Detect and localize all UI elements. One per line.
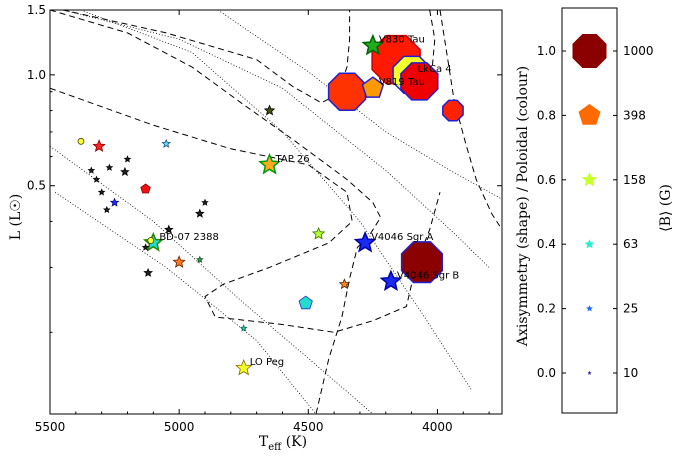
y-tick-label-0: 1.5 (27, 3, 46, 17)
data-point-14 (92, 139, 106, 152)
data-point-v4046-sgr-a (353, 230, 377, 253)
data-point-25 (338, 278, 351, 290)
plot-frame (49, 9, 503, 415)
data-point-26 (298, 295, 313, 310)
size-legend-marker-398 (578, 103, 601, 125)
colorbar-tick-label-1: 0.2 (537, 302, 556, 316)
evolutionary-track-dashed-line-2 (50, 10, 382, 414)
isochrone-dotted-line-3 (50, 145, 374, 414)
x-axis-label: Teff (K) (259, 434, 307, 453)
data-point-20 (195, 208, 205, 218)
data-point-29 (92, 175, 101, 183)
data-point-34 (123, 155, 132, 163)
data-point-21 (311, 226, 326, 240)
isochrone-dotted-line-4 (217, 10, 502, 200)
annotation-v830-tau: V830 Tau (379, 35, 425, 46)
data-point-16 (77, 137, 85, 145)
data-point-19 (164, 224, 174, 234)
annotation-lo-peg: LO Peg (250, 357, 284, 368)
data-points (77, 33, 464, 376)
annotation-v4046-sgr-b: V4046 Sgr B (397, 270, 459, 281)
size-legend-value-10: 10 (623, 366, 638, 380)
data-point-11 (442, 99, 464, 122)
data-point-33 (103, 205, 111, 214)
annotation-bd-07-2388: BD-07 2388 (159, 232, 219, 243)
isochrone-dotted-line-2 (54, 191, 317, 414)
size-legend-label: ⟨B⟩ (G) (658, 184, 674, 232)
size-legend-value-25: 25 (623, 302, 638, 316)
evolutionary-track-dashed-line-0 (50, 87, 441, 333)
data-point-22 (172, 255, 186, 268)
annotation-v819-tau: V819 Tau (379, 77, 425, 88)
colorbar-tick-label-0: 0.0 (537, 366, 556, 380)
evolutionary-track-dashed-line-1 (62, 10, 351, 104)
isochrone-dotted-line-0 (62, 10, 490, 268)
annotation-lkca-4: LkCa 4 (418, 64, 452, 75)
size-legend-marker-25 (586, 305, 593, 312)
data-point-10 (400, 62, 439, 101)
size-legend-marker-1000 (572, 34, 607, 68)
colorbar-tick-label-4: 0.8 (537, 108, 556, 122)
isochrone-dotted-line-1 (80, 10, 472, 390)
colorbar: 0.0 0.2 0.4 0.6 0.8 1.0 1000 398 158 63 25 10 (537, 7, 654, 414)
colorbar-frame (561, 7, 618, 414)
y-axis-label: L (L☉) (8, 194, 24, 241)
size-legend-value-398: 398 (623, 108, 646, 122)
data-point-35 (147, 237, 155, 244)
data-point-28 (87, 166, 96, 174)
annotation-v4046-sgr-a: V4046 Sgr A (371, 232, 433, 243)
x-tick-label-2: 4500 (293, 420, 324, 434)
size-legend-marker-158 (581, 171, 598, 187)
x-tick-label-1: 5000 (164, 420, 195, 434)
data-point-tap-26 (258, 152, 281, 175)
data-point-lo-peg (235, 358, 253, 376)
track-lines (50, 10, 502, 414)
colorbar-tick-label-3: 0.6 (537, 173, 556, 187)
data-point-13 (263, 104, 276, 116)
data-point-17 (140, 183, 151, 194)
data-point-12 (400, 241, 444, 284)
x-tick-label-0: 5500 (35, 420, 66, 434)
data-point-v819-tau (361, 76, 385, 98)
data-point-8 (327, 72, 367, 111)
evolutionary-track-dashed-line-3 (439, 10, 502, 230)
colorbar-label: Axisymmetry (shape) / Poloidal (colour) (515, 66, 531, 347)
data-point-24 (143, 267, 153, 277)
data-point-v830-tau (361, 33, 385, 56)
data-point-v4046-sgr-b (379, 269, 403, 291)
annotation-tap-26: TAP 26 (275, 154, 310, 165)
axes: 5500 5000 4500 4000 1.5 1.0 0.5 (27, 3, 503, 434)
colorbar-tick-label-2: 0.4 (537, 237, 556, 251)
data-point-37 (201, 198, 209, 206)
size-legend-marker-10 (587, 370, 592, 375)
size-legend-marker-63 (584, 239, 595, 249)
size-legend-value-63: 63 (623, 237, 638, 251)
x-tick-label-3: 4000 (422, 420, 453, 434)
data-point-23 (196, 255, 204, 263)
data-point-15 (161, 138, 171, 148)
data-point-18 (109, 197, 120, 207)
data-point-36 (141, 243, 150, 251)
data-point-31 (120, 166, 130, 177)
colorbar-tick-label-5: 1.0 (537, 44, 556, 58)
star-name-annotations: V830 Tau LkCa 4 V819 Tau TAP 26 V4046 Sgr A V… (159, 35, 459, 368)
size-legend-value-1000: 1000 (623, 44, 654, 58)
data-point-30 (105, 163, 114, 171)
data-point-27 (239, 324, 248, 332)
size-legend-value-158: 158 (623, 173, 646, 187)
data-point-32 (97, 188, 106, 196)
y-tick-label-1: 1.0 (27, 68, 46, 82)
y-tick-label-2: 0.5 (27, 179, 46, 193)
